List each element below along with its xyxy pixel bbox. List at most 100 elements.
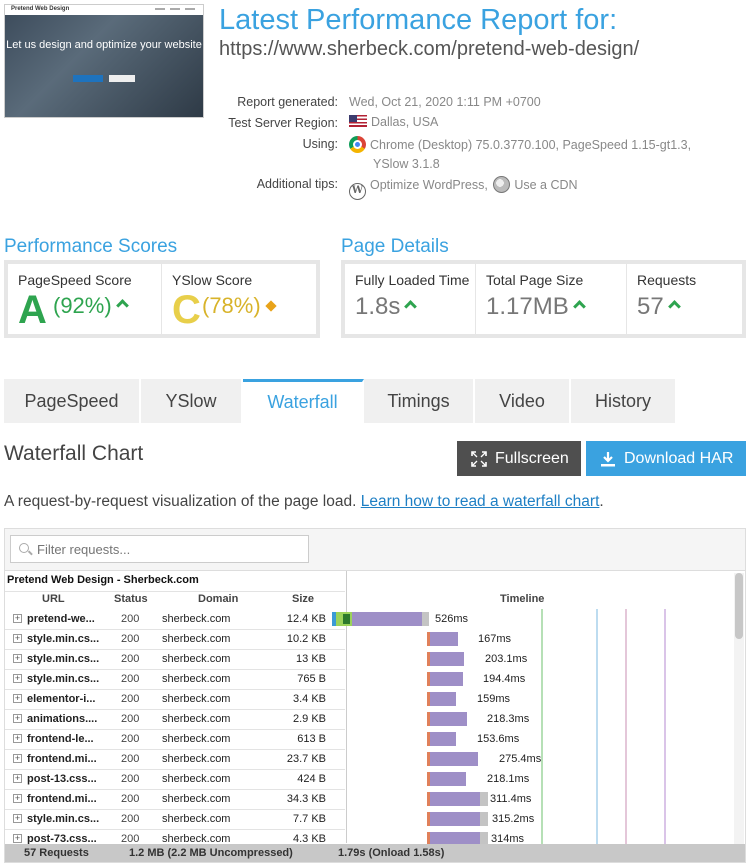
report-generated-value: Wed, Oct 21, 2020 1:11 PM +0700 [349, 95, 541, 109]
tab-pagespeed[interactable]: PageSpeed [4, 379, 141, 423]
performance-scores-box: PageSpeed Score A (92%) YSlow Score C (7… [4, 260, 320, 338]
filter-box[interactable] [10, 535, 309, 563]
tab-video[interactable]: Video [475, 379, 571, 423]
request-domain: sherbeck.com [162, 753, 231, 765]
waterfall-scrollbar[interactable] [734, 573, 744, 845]
expand-row-icon[interactable]: + [13, 733, 22, 743]
expand-row-icon[interactable]: + [13, 773, 22, 783]
request-url: animations.... [27, 713, 98, 725]
filter-requests-input[interactable] [37, 540, 297, 558]
request-url: frontend.mi... [27, 793, 97, 805]
expand-row-icon[interactable]: + [13, 633, 22, 643]
request-size: 4.3 KB [292, 833, 326, 845]
request-status: 200 [121, 673, 140, 685]
waterfall-row[interactable]: + style.min.cs... 200 sherbeck.com 765 B 194.… [5, 669, 733, 689]
expand-row-icon[interactable]: + [13, 793, 22, 803]
request-size: 13 KB [296, 653, 326, 665]
expand-row-icon[interactable]: + [13, 673, 22, 683]
waterfall-row[interactable]: + animations.... 200 sherbeck.com 2.9 KB 218.… [5, 709, 733, 729]
pagespeed-score[interactable]: PageSpeed Score A (92%) [8, 264, 162, 334]
col-size[interactable]: Size [292, 593, 315, 605]
request-status: 200 [121, 613, 140, 625]
waterfall-row[interactable]: + post-13.css... 200 sherbeck.com 424 B 218.1… [5, 769, 733, 789]
search-icon [19, 543, 29, 553]
waterfall-row[interactable]: + elementor-i... 200 sherbeck.com 3.4 KB 159m… [5, 689, 733, 709]
request-size: 23.7 KB [286, 753, 326, 765]
footer-size: 1.2 MB (2.2 MB Uncompressed) [129, 847, 293, 859]
waterfall-row[interactable]: + frontend-le... 200 sherbeck.com 613 B 153.6… [5, 729, 733, 749]
fullscreen-label: Fullscreen [495, 450, 569, 467]
request-url: post-13.css... [27, 773, 97, 785]
tab-timings[interactable]: Timings [364, 379, 475, 423]
request-domain: sherbeck.com [162, 813, 231, 825]
waterfall-row[interactable]: + style.min.cs... 200 sherbeck.com 10.2 KB 16… [5, 629, 733, 649]
request-time: 315.2ms [492, 813, 535, 825]
loaded-label: Fully Loaded Time [355, 272, 470, 288]
us-flag-icon [349, 115, 367, 127]
col-url[interactable]: URL [42, 593, 65, 605]
filter-bar [5, 529, 745, 571]
thumbnail-button [73, 75, 103, 82]
expand-row-icon[interactable]: + [13, 713, 22, 723]
expand-row-icon[interactable]: + [13, 753, 22, 763]
tab-yslow[interactable]: YSlow [141, 379, 243, 423]
waterfall-row[interactable]: + frontend.mi... 200 sherbeck.com 34.3 KB 311… [5, 789, 733, 809]
page-details-box: Fully Loaded Time 1.8s Total Page Size 1… [341, 260, 746, 338]
request-size: 7.7 KB [292, 813, 326, 825]
tip-use-cdn[interactable]: Use a CDN [514, 178, 578, 192]
thumbnail-button-secondary [109, 75, 135, 82]
scrollbar-thumb[interactable] [735, 573, 743, 639]
requests-value: 57 [637, 293, 681, 321]
waterfall-row[interactable]: + style.min.cs... 200 sherbeck.com 7.7 KB 315… [5, 809, 733, 829]
col-status[interactable]: Status [114, 593, 148, 605]
fullscreen-button[interactable]: Fullscreen [457, 441, 581, 476]
pagespeed-percent: (92%) [53, 293, 129, 319]
request-url: pretend-we... [27, 613, 95, 625]
timeline-markers [541, 609, 666, 844]
yslow-score[interactable]: YSlow Score C (78%) [162, 264, 316, 334]
request-time: 218.1ms [487, 773, 530, 785]
waterfall-row[interactable]: + frontend.mi... 200 sherbeck.com 23.7 KB 275… [5, 749, 733, 769]
request-url: style.min.cs... [27, 813, 100, 825]
waterfall-row[interactable]: + pretend-we... 200 sherbeck.com 12.4 KB 526m… [5, 609, 733, 629]
waterfall-row[interactable]: + style.min.cs... 200 sherbeck.com 13 KB 203.… [5, 649, 733, 669]
expand-row-icon[interactable]: + [13, 613, 22, 623]
download-har-label: Download HAR [624, 450, 734, 467]
request-status: 200 [121, 713, 140, 725]
waterfall-description: A request-by-request visualization of th… [4, 493, 604, 510]
request-size: 765 B [297, 673, 326, 685]
performance-scores-title: Performance Scores [4, 236, 178, 257]
request-size: 2.9 KB [292, 713, 326, 725]
yslow-grade: C [172, 288, 201, 332]
download-har-button[interactable]: Download HAR [586, 441, 746, 476]
pagespeed-label: PageSpeed Score [18, 272, 132, 288]
page-screenshot-thumbnail[interactable]: Pretend Web Design Let us design and opt… [4, 4, 204, 118]
requests-label: Requests [637, 272, 697, 288]
report-url: https://www.sherbeck.com/pretend-web-des… [219, 38, 640, 60]
tip-optimize-wordpress[interactable]: Optimize WordPress, [370, 178, 488, 192]
request-domain: sherbeck.com [162, 793, 231, 805]
col-timeline[interactable]: Timeline [500, 593, 545, 605]
expand-row-icon[interactable]: + [13, 693, 22, 703]
col-domain[interactable]: Domain [198, 593, 239, 605]
request-size: 12.4 KB [286, 613, 326, 625]
waterfall-group-title: Pretend Web Design - Sherbeck.com [7, 574, 199, 586]
expand-row-icon[interactable]: + [13, 813, 22, 823]
request-domain: sherbeck.com [162, 633, 231, 645]
loaded-value: 1.8s [355, 293, 418, 321]
request-status: 200 [121, 753, 140, 765]
request-domain: sherbeck.com [162, 713, 231, 725]
request-url: style.min.cs... [27, 633, 100, 645]
tab-history[interactable]: History [571, 379, 677, 423]
waterfall-row[interactable]: + post-73.css... 200 sherbeck.com 4.3 KB 314m… [5, 829, 733, 849]
expand-row-icon[interactable]: + [13, 653, 22, 663]
tab-waterfall[interactable]: Waterfall [243, 379, 364, 423]
request-time: 153.6ms [477, 733, 520, 745]
learn-waterfall-link[interactable]: Learn how to read a waterfall chart [360, 493, 600, 510]
request-time: 314ms [491, 833, 525, 845]
footer-time: 1.79s (Onload 1.58s) [338, 847, 445, 859]
expand-row-icon[interactable]: + [13, 833, 22, 843]
thumbnail-navbar: Pretend Web Design [5, 5, 203, 15]
request-size: 613 B [297, 733, 326, 745]
pagespeed-grade: A [18, 288, 47, 332]
